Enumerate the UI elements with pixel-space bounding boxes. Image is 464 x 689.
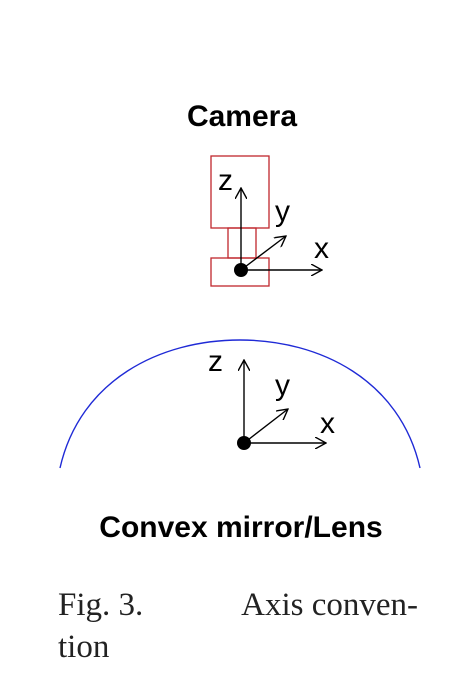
mirror-y-axis bbox=[243, 409, 288, 444]
axis-convention-diagram: Camera z y x z y x Convex mirror/Lens bbox=[59, 100, 421, 544]
camera-body bbox=[210, 155, 270, 287]
mirror-z-label: z bbox=[208, 345, 223, 378]
camera-base-box bbox=[210, 257, 270, 287]
mirror-x-label: x bbox=[320, 407, 335, 440]
camera-y-label: y bbox=[275, 195, 290, 228]
camera-neck-box bbox=[227, 227, 257, 259]
camera-axes: z y x bbox=[218, 164, 329, 277]
camera-z-label: z bbox=[218, 164, 233, 197]
mirror-arc bbox=[59, 339, 421, 469]
figure-caption: Fig. 3. Axis conven- tion bbox=[58, 584, 418, 668]
camera-y-axis bbox=[240, 236, 286, 271]
camera-label: Camera bbox=[187, 100, 297, 133]
camera-x-label: x bbox=[314, 232, 329, 265]
mirror-origin-dot bbox=[237, 436, 251, 450]
figure-number: Fig. 3. bbox=[58, 587, 144, 623]
caption-text-line-1: Axis conven- bbox=[241, 587, 418, 623]
caption-text-line-2: tion bbox=[58, 629, 110, 665]
mirror-axes: z y x bbox=[208, 345, 335, 450]
mirror-label: Convex mirror/Lens bbox=[99, 511, 382, 544]
mirror-y-label: y bbox=[275, 369, 290, 402]
caption-line-1: Fig. 3. Axis conven- bbox=[58, 584, 418, 626]
camera-origin-dot bbox=[234, 263, 248, 277]
